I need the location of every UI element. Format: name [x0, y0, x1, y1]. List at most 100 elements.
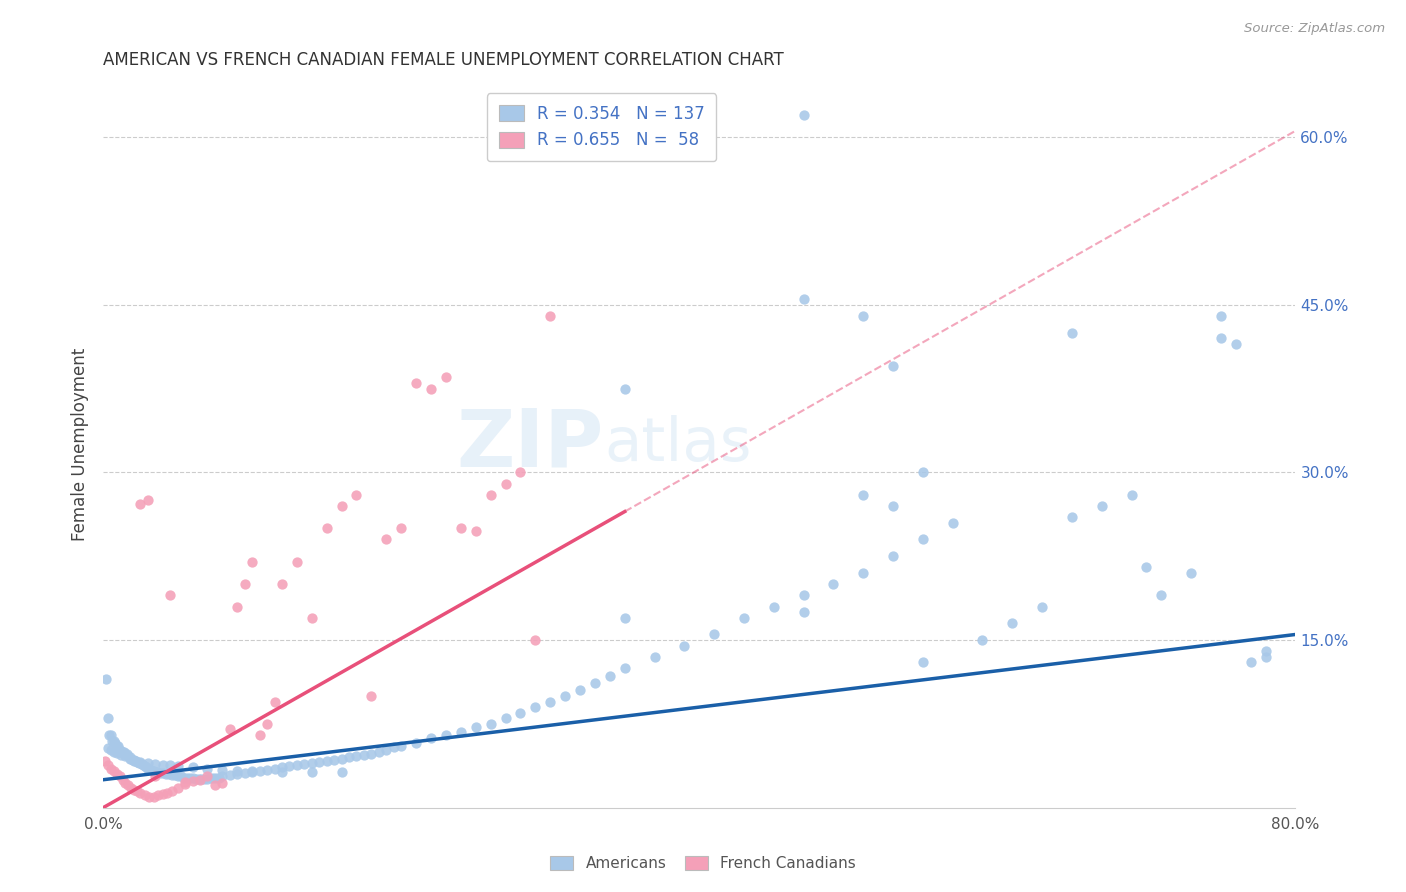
- Point: [434, 370, 457, 384]
- Point: [337, 750, 360, 764]
- Point: [1031, 599, 1053, 614]
- Point: [360, 689, 382, 703]
- Point: [114, 776, 136, 790]
- Point: [173, 771, 195, 785]
- Point: [226, 764, 249, 778]
- Point: [524, 633, 547, 648]
- Point: [136, 762, 159, 776]
- Point: [120, 780, 142, 795]
- Point: [159, 758, 181, 772]
- Point: [152, 766, 174, 780]
- Point: [330, 751, 353, 765]
- Text: ZIP: ZIP: [457, 406, 605, 483]
- Point: [174, 775, 197, 789]
- Point: [143, 757, 166, 772]
- Point: [1001, 616, 1024, 631]
- Point: [136, 493, 159, 508]
- Point: [127, 755, 149, 769]
- Point: [301, 764, 323, 779]
- Point: [405, 376, 427, 390]
- Point: [450, 521, 472, 535]
- Point: [703, 627, 725, 641]
- Point: [240, 555, 263, 569]
- Point: [278, 759, 301, 773]
- Point: [97, 758, 120, 772]
- Point: [233, 577, 256, 591]
- Point: [100, 742, 122, 756]
- Legend: Americans, French Canadians: Americans, French Canadians: [544, 850, 862, 877]
- Point: [367, 745, 389, 759]
- Point: [181, 771, 204, 785]
- Point: [124, 782, 146, 797]
- Point: [105, 746, 128, 760]
- Point: [166, 759, 188, 773]
- Point: [323, 753, 346, 767]
- Text: atlas: atlas: [605, 415, 751, 474]
- Point: [382, 740, 405, 755]
- Point: [211, 763, 233, 777]
- Point: [166, 769, 188, 783]
- Point: [346, 488, 368, 502]
- Point: [249, 728, 271, 742]
- Point: [1060, 510, 1083, 524]
- Point: [134, 759, 156, 773]
- Point: [132, 758, 155, 772]
- Point: [187, 772, 209, 786]
- Point: [129, 786, 152, 800]
- Point: [464, 720, 486, 734]
- Point: [143, 769, 166, 783]
- Point: [249, 764, 271, 778]
- Point: [160, 784, 183, 798]
- Point: [159, 588, 181, 602]
- Point: [188, 772, 211, 787]
- Point: [127, 784, 149, 798]
- Point: [108, 742, 131, 756]
- Point: [509, 706, 531, 720]
- Point: [110, 745, 132, 759]
- Point: [1180, 566, 1202, 580]
- Point: [125, 754, 148, 768]
- Point: [100, 762, 122, 776]
- Point: [131, 757, 153, 772]
- Point: [479, 717, 502, 731]
- Point: [353, 748, 375, 763]
- Point: [97, 711, 120, 725]
- Point: [117, 778, 139, 792]
- Point: [135, 760, 157, 774]
- Point: [479, 488, 502, 502]
- Point: [204, 778, 226, 792]
- Point: [112, 745, 135, 759]
- Point: [136, 756, 159, 770]
- Point: [103, 745, 125, 759]
- Point: [673, 639, 696, 653]
- Point: [120, 751, 142, 765]
- Point: [389, 739, 412, 754]
- Point: [762, 599, 785, 614]
- Point: [240, 764, 263, 779]
- Point: [613, 661, 636, 675]
- Point: [101, 733, 124, 747]
- Point: [315, 754, 337, 768]
- Point: [233, 766, 256, 780]
- Point: [271, 760, 294, 774]
- Point: [205, 771, 228, 785]
- Point: [1135, 560, 1157, 574]
- Point: [375, 533, 398, 547]
- Point: [256, 763, 278, 777]
- Point: [129, 756, 152, 770]
- Point: [1240, 656, 1263, 670]
- Point: [301, 611, 323, 625]
- Point: [197, 772, 219, 786]
- Point: [156, 786, 179, 800]
- Point: [181, 773, 204, 788]
- Point: [405, 736, 427, 750]
- Point: [134, 789, 156, 803]
- Point: [793, 605, 815, 619]
- Point: [285, 758, 308, 772]
- Point: [218, 768, 240, 782]
- Point: [184, 772, 207, 786]
- Point: [103, 764, 125, 778]
- Point: [117, 749, 139, 764]
- Point: [464, 524, 486, 538]
- Point: [114, 749, 136, 764]
